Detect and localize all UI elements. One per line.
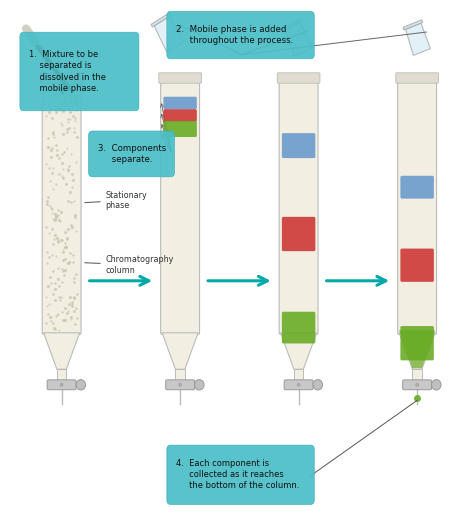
FancyBboxPatch shape	[89, 131, 174, 177]
Circle shape	[415, 383, 419, 387]
FancyBboxPatch shape	[164, 97, 197, 109]
FancyBboxPatch shape	[284, 380, 313, 390]
FancyBboxPatch shape	[402, 380, 432, 390]
Circle shape	[194, 380, 204, 390]
FancyBboxPatch shape	[401, 249, 434, 282]
Text: Chromatography
column: Chromatography column	[85, 255, 174, 275]
Circle shape	[313, 380, 322, 390]
Polygon shape	[154, 16, 184, 52]
Polygon shape	[403, 20, 423, 30]
FancyBboxPatch shape	[167, 445, 314, 504]
Text: 3.  Components
     separate.: 3. Components separate.	[98, 144, 166, 164]
Polygon shape	[399, 330, 435, 368]
FancyBboxPatch shape	[42, 76, 81, 334]
FancyBboxPatch shape	[279, 76, 318, 334]
FancyBboxPatch shape	[40, 73, 83, 83]
Polygon shape	[412, 369, 422, 385]
Polygon shape	[281, 333, 317, 369]
Polygon shape	[175, 369, 185, 385]
FancyBboxPatch shape	[282, 217, 315, 251]
FancyBboxPatch shape	[396, 73, 438, 83]
Polygon shape	[151, 12, 171, 27]
FancyBboxPatch shape	[282, 311, 315, 343]
Text: 1.  Mixture to be
    separated is
    dissolved in the
    mobile phase.: 1. Mixture to be separated is dissolved …	[29, 50, 106, 93]
Polygon shape	[162, 333, 198, 369]
FancyBboxPatch shape	[398, 76, 437, 334]
Polygon shape	[406, 23, 430, 56]
Circle shape	[178, 383, 182, 387]
FancyBboxPatch shape	[164, 121, 197, 137]
FancyBboxPatch shape	[165, 380, 194, 390]
Circle shape	[60, 383, 64, 387]
Circle shape	[297, 383, 301, 387]
FancyBboxPatch shape	[20, 32, 139, 111]
Circle shape	[431, 380, 441, 390]
FancyBboxPatch shape	[401, 326, 434, 360]
Text: 2.  Mobile phase is added
     throughout the process.: 2. Mobile phase is added throughout the …	[176, 25, 293, 45]
Polygon shape	[284, 22, 312, 56]
FancyBboxPatch shape	[277, 73, 320, 83]
FancyBboxPatch shape	[47, 380, 76, 390]
Polygon shape	[294, 369, 303, 385]
Circle shape	[76, 380, 85, 390]
Polygon shape	[57, 369, 66, 385]
FancyBboxPatch shape	[401, 176, 434, 199]
FancyBboxPatch shape	[159, 73, 201, 83]
Text: 4.  Each component is
     collected as it reaches
     the bottom of the column: 4. Each component is collected as it rea…	[176, 459, 300, 490]
FancyBboxPatch shape	[161, 76, 200, 334]
FancyBboxPatch shape	[282, 133, 315, 158]
Polygon shape	[399, 333, 435, 369]
FancyBboxPatch shape	[164, 109, 197, 122]
Polygon shape	[282, 19, 302, 31]
Polygon shape	[44, 333, 80, 369]
FancyBboxPatch shape	[167, 11, 314, 59]
Text: Stationary
phase: Stationary phase	[85, 190, 147, 210]
